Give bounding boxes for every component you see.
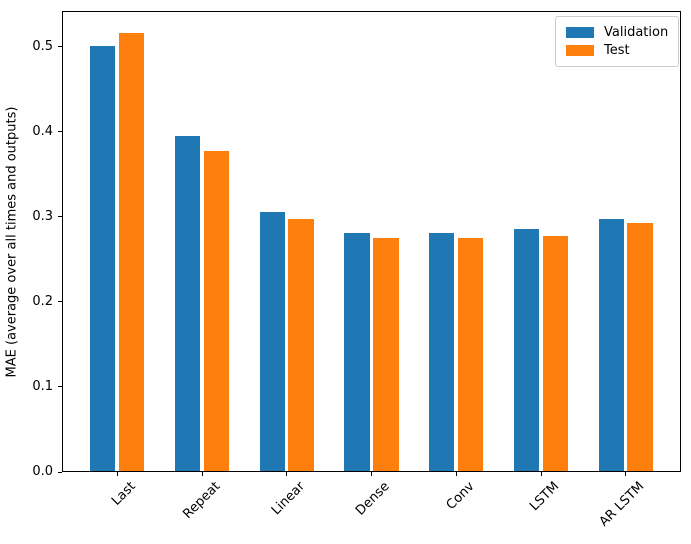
bar-validation-dense (344, 233, 370, 472)
x-tick-label-ar-lstm: AR LSTM (596, 479, 648, 530)
x-tick-label-repeat: Repeat (180, 479, 224, 522)
legend-entry-test: Test (566, 42, 668, 59)
bar-test-lstm (542, 236, 569, 472)
bar-validation-repeat (174, 136, 201, 472)
y-tick (58, 471, 62, 473)
y-tick-label: 0.1 (32, 378, 53, 394)
bar-validation-ar-lstm (598, 218, 624, 472)
x-tick (540, 472, 542, 476)
y-tick (58, 216, 62, 218)
bar-validation-last (90, 45, 116, 472)
x-tick-label-dense: Dense (353, 479, 394, 519)
bar-test-dense (373, 238, 399, 472)
x-tick (371, 472, 372, 476)
x-tick (286, 472, 288, 476)
y-tick-label: 0.4 (32, 123, 53, 139)
bar-test-repeat (203, 151, 230, 472)
y-tick (58, 386, 62, 388)
x-tick (455, 472, 457, 476)
y-tick-label: 0.3 (32, 208, 53, 224)
x-tick-label-last: Last (109, 479, 139, 509)
x-tick (201, 472, 203, 476)
y-axis-label: MAE (average over all times and outputs) (4, 106, 20, 378)
legend-label-test: Test (604, 43, 630, 58)
legend: Validation Test (555, 16, 680, 67)
bar-test-linear (288, 218, 314, 472)
test-swatch-icon (566, 45, 594, 56)
y-tick-label: 0.2 (32, 293, 53, 309)
x-tick (116, 472, 118, 476)
bar-test-conv (457, 238, 484, 472)
bar-validation-conv (429, 233, 455, 472)
y-tick (58, 301, 62, 303)
bar-validation-linear (259, 211, 285, 472)
bar-test-ar-lstm (627, 222, 653, 472)
x-tick-label-conv: Conv (443, 479, 478, 513)
legend-entry-validation: Validation (566, 24, 668, 41)
x-tick-label-linear: Linear (269, 479, 309, 519)
x-tick-label-lstm: LSTM (527, 479, 563, 515)
y-tick (58, 46, 62, 48)
bar-test-last (119, 33, 145, 472)
bar-validation-lstm (513, 228, 540, 472)
x-tick (625, 472, 627, 476)
validation-swatch-icon (566, 27, 594, 38)
y-tick-label: 0.0 (32, 464, 53, 479)
y-tick-label: 0.5 (32, 38, 53, 54)
y-tick (58, 131, 62, 133)
legend-label-validation: Validation (604, 25, 669, 40)
